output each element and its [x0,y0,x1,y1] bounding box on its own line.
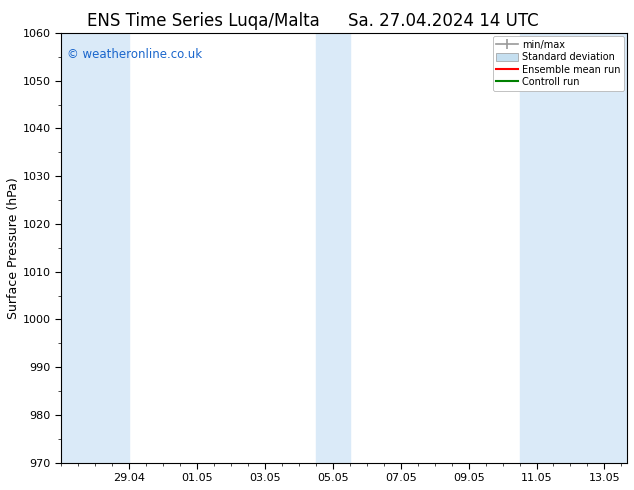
Text: Sa. 27.04.2024 14 UTC: Sa. 27.04.2024 14 UTC [349,12,539,30]
Y-axis label: Surface Pressure (hPa): Surface Pressure (hPa) [7,177,20,318]
Bar [519,33,627,463]
Legend: min/max, Standard deviation, Ensemble mean run, Controll run: min/max, Standard deviation, Ensemble me… [493,36,624,91]
Text: ENS Time Series Luqa/Malta: ENS Time Series Luqa/Malta [86,12,320,30]
Text: © weatheronline.co.uk: © weatheronline.co.uk [67,48,202,61]
Bar [61,33,129,463]
Bar [316,33,350,463]
